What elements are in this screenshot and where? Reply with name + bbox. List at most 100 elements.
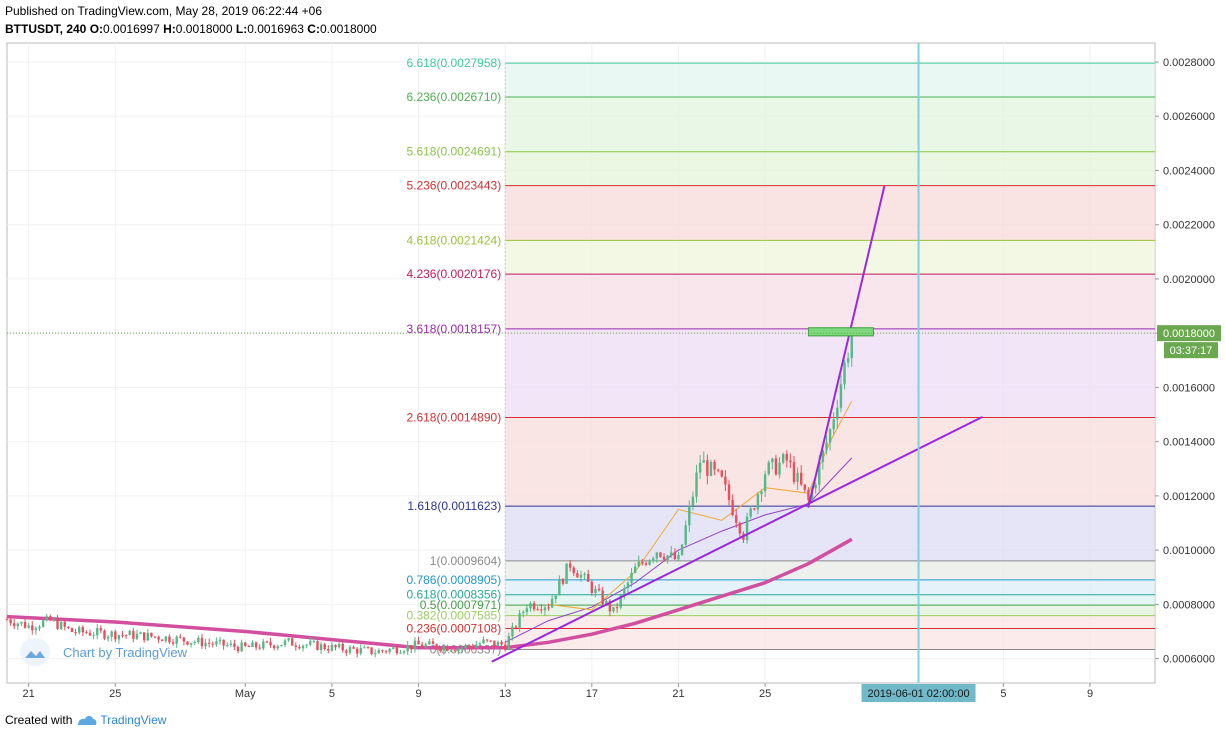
candle-body — [359, 648, 362, 654]
candle-body — [323, 644, 326, 650]
candle-body — [489, 640, 492, 642]
candle-body — [417, 640, 420, 645]
chart-watermark: Chart by TradingView — [20, 638, 188, 666]
candle-body — [648, 560, 651, 565]
candle-body — [453, 650, 456, 652]
candle-body — [236, 646, 240, 652]
candle-body — [312, 641, 316, 643]
candle-body — [319, 644, 323, 651]
fib-level-label: 2.618(0.0014890) — [406, 411, 501, 425]
footer: Created with TradingView — [5, 713, 166, 727]
time-tick-label: 21 — [672, 688, 684, 700]
price-tick-label: 0.0014000 — [1163, 437, 1215, 449]
candle-body — [49, 616, 52, 621]
candle-body — [619, 594, 622, 608]
fib-extension[interactable]: 6.618(0.0027958) 6.236(0.0026710) 5.618(0.… — [406, 56, 1155, 656]
candle-body — [406, 645, 409, 652]
candle-body — [771, 458, 774, 463]
candle-body — [175, 636, 178, 644]
candle-body — [594, 588, 597, 593]
candle-body — [522, 612, 525, 614]
tradingview-brand-link[interactable]: TradingView — [100, 713, 167, 727]
moving-average-mid — [504, 457, 853, 643]
target-zone-box — [807, 327, 874, 337]
candle-body — [106, 636, 110, 639]
candle-body — [63, 621, 66, 627]
candle-body — [536, 609, 539, 611]
fib-band — [505, 63, 1155, 97]
candle-body — [363, 647, 366, 649]
candle-body — [70, 628, 74, 633]
candle-body — [706, 460, 709, 476]
candle-body — [482, 639, 485, 644]
candle-body — [142, 632, 146, 641]
time-tick-label: 25 — [759, 688, 771, 700]
trendlines[interactable] — [491, 185, 983, 663]
close-value: 0.0018000 — [319, 22, 377, 36]
candle-body — [124, 635, 128, 637]
candle-body — [673, 552, 677, 560]
candle-body — [67, 626, 70, 629]
open-label: O: — [89, 22, 104, 36]
candle-body — [341, 643, 344, 651]
candle-body — [457, 648, 460, 652]
candle-body — [644, 563, 648, 565]
candle-body — [294, 645, 298, 647]
fib-level-label: 0.236(0.0007108) — [406, 622, 501, 636]
candle-body — [720, 470, 723, 477]
candle-body — [88, 632, 92, 636]
price-tick-label: 0.0024000 — [1163, 165, 1215, 177]
candle-body — [731, 500, 734, 516]
countdown-label: 03:37:17 — [1170, 345, 1213, 357]
fib-level-label: 1.618(0.0011623) — [407, 499, 501, 513]
candle-body — [500, 641, 503, 645]
candle-body — [514, 626, 518, 628]
candle-body — [507, 636, 510, 650]
candle-body — [132, 630, 135, 639]
candle-body — [240, 642, 243, 652]
price-tick-label: 0.0010000 — [1163, 545, 1215, 557]
candle-body — [265, 641, 269, 643]
fib-level-label: 0.618(0.0008356) — [406, 588, 501, 602]
candle-body — [428, 641, 431, 645]
candle-body — [121, 635, 124, 637]
candle-body — [767, 462, 770, 475]
candle-body — [796, 472, 799, 483]
fib-level-label: 3.618(0.0018157) — [406, 322, 501, 336]
candle-body — [244, 642, 247, 647]
candle-body — [467, 645, 471, 647]
candle-body — [233, 643, 236, 647]
candle-body — [753, 508, 756, 510]
candle-body — [110, 631, 113, 637]
candle-body — [836, 407, 839, 420]
time-tick-label: 9 — [1087, 688, 1093, 700]
candle-body — [814, 484, 817, 489]
candle-body — [352, 647, 355, 649]
fib-level-label: 1(0.0009604) — [430, 554, 501, 568]
candle-body — [670, 552, 673, 556]
fib-band — [505, 96, 1155, 152]
fib-band — [505, 594, 1155, 606]
candle-body — [146, 632, 149, 641]
moving-average-slow — [6, 537, 853, 650]
candle-body — [446, 646, 449, 651]
fib-band — [505, 328, 1155, 418]
time-tick-label: 17 — [586, 688, 598, 700]
candle-body — [153, 636, 157, 638]
candle-body — [760, 491, 763, 495]
candle-body — [135, 633, 139, 639]
candle-body — [558, 579, 561, 596]
candle-body — [262, 641, 265, 649]
candle-body — [171, 642, 175, 644]
trendline — [491, 416, 983, 663]
candle-body — [309, 641, 312, 645]
candle-body — [695, 472, 698, 497]
candle-body — [839, 384, 843, 408]
candle-body — [684, 525, 687, 545]
candle-body — [724, 476, 727, 485]
candle-body — [818, 461, 821, 485]
candle-body — [85, 632, 88, 634]
fib-band — [505, 615, 1155, 629]
candle-body — [399, 652, 402, 654]
